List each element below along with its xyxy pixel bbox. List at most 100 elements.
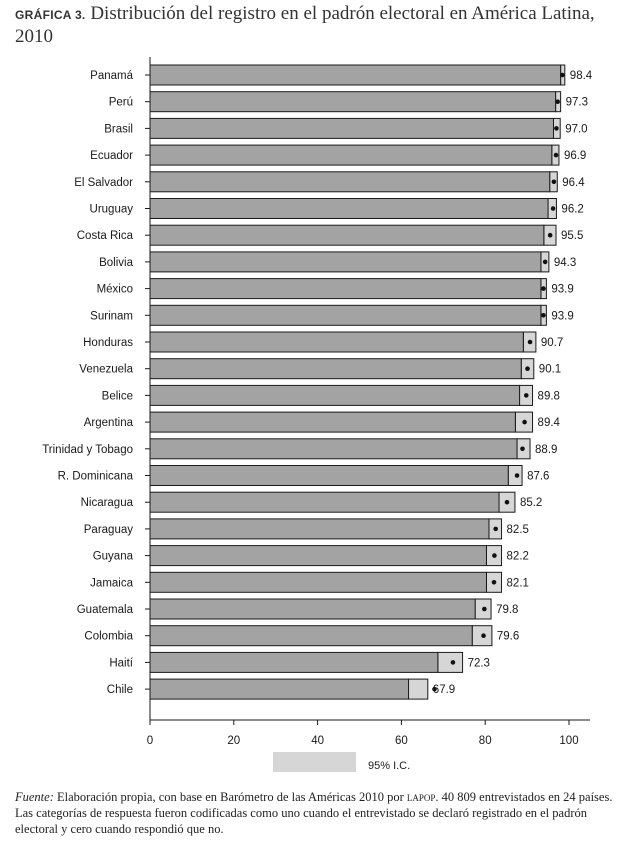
category-label: Haití xyxy=(109,657,133,669)
value-label: 94.3 xyxy=(554,257,576,269)
legend-label: 95% I.C. xyxy=(368,760,410,772)
value-label: 79.8 xyxy=(496,604,518,616)
category-label: R. Dominicana xyxy=(58,471,134,483)
x-tick-label: 100 xyxy=(559,735,578,747)
point-estimate xyxy=(553,152,559,158)
bar xyxy=(149,545,487,567)
bar xyxy=(149,171,551,193)
value-label: 98.4 xyxy=(570,70,593,82)
category-label: Chile xyxy=(107,684,133,696)
bar xyxy=(149,438,518,460)
point-estimate xyxy=(514,473,520,478)
point-estimate xyxy=(520,446,525,452)
value-label: 89.4 xyxy=(538,417,561,429)
legend-swatch xyxy=(273,752,356,772)
category-label: Guatemala xyxy=(77,604,134,616)
point-estimate xyxy=(559,72,565,78)
point-estimate xyxy=(450,660,456,665)
category-label: Belice xyxy=(102,390,133,402)
value-label: 90.7 xyxy=(541,337,563,349)
point-estimate xyxy=(551,179,557,185)
bar xyxy=(149,491,500,513)
value-label: 93.9 xyxy=(551,310,573,322)
x-tick-label: 40 xyxy=(311,735,324,747)
value-label: 95.5 xyxy=(561,230,583,242)
value-label: 90.1 xyxy=(539,364,561,376)
point-estimate xyxy=(504,499,510,505)
bar xyxy=(149,331,524,353)
bar xyxy=(149,465,509,486)
category-label: Guyana xyxy=(93,551,134,563)
category-label: Perú xyxy=(109,97,133,109)
x-tick-label: 60 xyxy=(395,735,408,747)
category-label: Colombia xyxy=(84,631,133,643)
category-label: Bolivia xyxy=(99,257,133,269)
value-label: 82.5 xyxy=(507,524,529,536)
footnote-text-2: . 40 809 entrevistados en 24 países. Las… xyxy=(15,790,613,836)
bar xyxy=(149,117,554,139)
ci-box xyxy=(408,678,429,700)
category-label: Trinidad y Tobago xyxy=(42,444,133,456)
bar xyxy=(149,358,522,380)
point-estimate xyxy=(554,126,559,131)
chart-title: GRÁFICA 3. Distribución del registro en … xyxy=(15,3,615,47)
category-label: Honduras xyxy=(83,337,133,349)
x-tick-label: 20 xyxy=(227,735,240,747)
point-estimate xyxy=(491,580,497,585)
footnote-text-1: Elaboración propia, con base en Barómetr… xyxy=(53,790,407,804)
category-label: Ecuador xyxy=(90,150,133,162)
category-label: Paraguay xyxy=(84,524,133,536)
point-estimate xyxy=(493,526,498,532)
bar xyxy=(149,91,557,113)
bar xyxy=(149,384,521,406)
x-tick-label: 0 xyxy=(147,735,153,747)
point-estimate xyxy=(555,99,560,104)
point-estimate xyxy=(523,393,529,398)
bar xyxy=(149,224,545,246)
bar xyxy=(149,518,490,540)
value-label: 96.2 xyxy=(561,204,583,216)
x-tick-label: 80 xyxy=(479,735,492,747)
point-estimate xyxy=(541,313,546,318)
category-label: Jamaica xyxy=(90,577,133,589)
value-label: 82.1 xyxy=(507,577,529,589)
point-estimate xyxy=(550,206,556,211)
point-estimate xyxy=(482,606,487,612)
footnote-lead: Fuente: xyxy=(15,790,54,804)
value-label: 96.4 xyxy=(562,177,585,189)
category-label: México xyxy=(97,284,133,296)
value-label: 72.3 xyxy=(468,657,490,669)
category-label: Surinam xyxy=(90,310,133,322)
category-label: Costa Rica xyxy=(77,230,134,242)
bar xyxy=(149,144,553,166)
bar xyxy=(149,678,410,700)
bar xyxy=(149,64,562,86)
point-estimate xyxy=(481,633,486,638)
bar xyxy=(149,625,473,647)
bar xyxy=(149,304,542,326)
value-label: 88.9 xyxy=(535,444,557,456)
category-label: Nicaragua xyxy=(81,497,134,509)
bar xyxy=(149,198,549,219)
value-label: 93.9 xyxy=(551,284,573,296)
chart-title-text: Distribución del registro en el padrón e… xyxy=(15,3,595,47)
bar xyxy=(149,411,516,433)
category-label: El Salvador xyxy=(74,177,133,189)
value-label: 97.3 xyxy=(566,97,588,109)
point-estimate xyxy=(527,339,533,345)
point-estimate xyxy=(547,232,553,238)
value-label: 67.9 xyxy=(433,684,455,696)
bar xyxy=(149,251,542,273)
value-label: 85.2 xyxy=(520,497,542,509)
value-label: 89.8 xyxy=(538,390,560,402)
point-estimate xyxy=(492,553,497,558)
category-label: Brasil xyxy=(104,123,133,135)
point-estimate xyxy=(525,366,530,372)
bar xyxy=(149,571,487,593)
footnote-smallcaps: lapop xyxy=(406,790,436,804)
chart-title-label: GRÁFICA 3. xyxy=(15,8,86,22)
point-estimate xyxy=(432,686,437,692)
category-label: Uruguay xyxy=(90,204,134,216)
category-label: Panamá xyxy=(90,70,133,82)
bar xyxy=(149,651,439,673)
